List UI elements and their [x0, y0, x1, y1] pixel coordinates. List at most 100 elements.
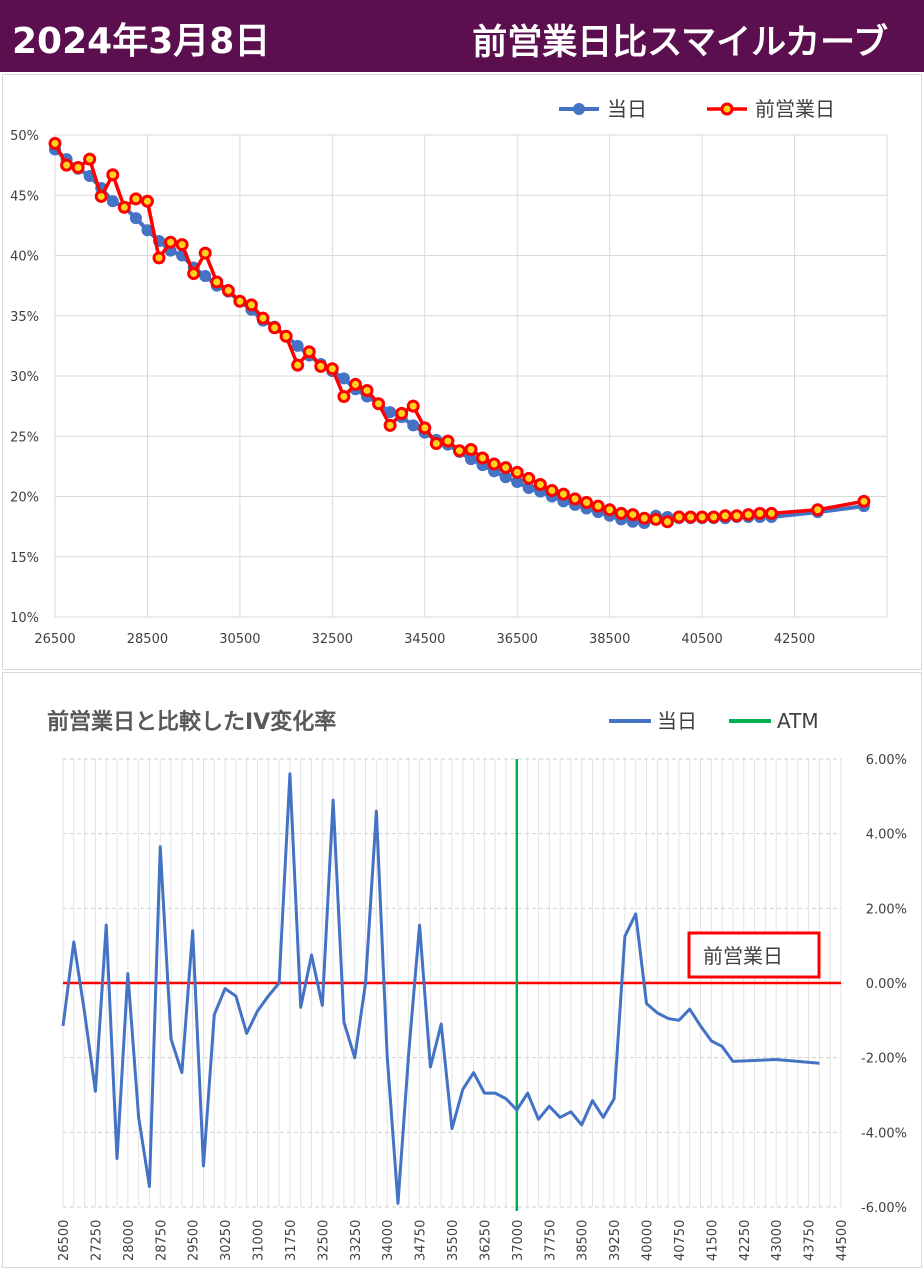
chart1-point-1: [580, 496, 594, 510]
chart2-legend-label: ATM: [777, 709, 819, 733]
chart1-point-1: [603, 503, 617, 517]
chart1-point-1: [244, 298, 258, 312]
chart1-y-tick-label: 15%: [10, 551, 39, 566]
chart1-point-1: [279, 329, 293, 343]
chart1-point-1: [695, 510, 709, 524]
chart1-point-0: [407, 419, 420, 432]
chart1-point-1: [233, 294, 247, 308]
smile-curve-panel: 50% 45% 40% 35% 30% 25% 20% 15% 10% 26500 28500 30…: [2, 74, 922, 670]
header-title: 前営業日比スマイルカーブ: [472, 23, 888, 63]
chart2-x-tick-label: 42250: [738, 1220, 753, 1261]
chart1-point-1: [60, 158, 74, 172]
chart2-x-tick-label: 27250: [89, 1220, 104, 1261]
chart1-x-tick-label: 34500: [404, 632, 445, 647]
chart1-point-1: [452, 444, 466, 458]
iv-change-panel: 前営業日と比較したIV変化率 6.00% 4.00% 2.00% 0.00% -2.00…: [2, 672, 922, 1268]
chart1-point-1: [302, 345, 316, 359]
chart2-x-tick-label: 43750: [803, 1220, 818, 1261]
chart1-point-1: [487, 457, 501, 471]
chart1-point-1: [556, 487, 570, 501]
chart2-series: [61, 772, 820, 1205]
chart1-point-1: [626, 508, 640, 522]
chart1-point-1: [83, 152, 97, 166]
chart2-y-tick-label: 0.00%: [866, 977, 907, 992]
chart1-x-tick-label: 32500: [312, 632, 353, 647]
chart1-point-0: [384, 406, 397, 419]
chart1-point-1: [522, 471, 536, 485]
chart1-x-tick-label: 42500: [774, 632, 815, 647]
chart2-x-tick-label: 30250: [219, 1220, 234, 1261]
chart1-point-1: [395, 406, 409, 420]
chart2-x-tick-label: 28000: [122, 1220, 137, 1261]
chart2-x-tick-label: 43000: [770, 1220, 785, 1261]
iv-change-chart: 前営業日と比較したIV変化率 6.00% 4.00% 2.00% 0.00% -2.00…: [47, 709, 907, 1261]
chart2-x-tick-label: 39250: [608, 1220, 623, 1261]
chart2-y-tick-label: -2.00%: [861, 1052, 907, 1067]
chart1-legend-marker: [573, 103, 585, 115]
chart1-series-line-1: [53, 142, 865, 524]
chart2-baseline-label: 前営業日: [703, 944, 783, 968]
chart1-x-tick-label: 36500: [497, 632, 538, 647]
chart1-point-1: [117, 200, 131, 214]
page-header: 2024年3月8日 前営業日比スマイルカーブ: [0, 0, 924, 72]
chart1-x-tick-label: 30500: [219, 632, 260, 647]
chart2-y-tick-label: -6.00%: [861, 1201, 907, 1216]
chart1-x-tick-label: 26500: [34, 632, 75, 647]
chart2-x-tick-label: 38500: [576, 1220, 591, 1261]
chart2-x-tick-label: 34750: [414, 1220, 429, 1261]
chart1-point-1: [71, 161, 85, 175]
chart1-grid: [54, 134, 888, 618]
chart2-y-tick-label: -4.00%: [861, 1126, 907, 1141]
chart1-point-1: [48, 136, 62, 150]
chart1-point-1: [406, 399, 420, 413]
chart1-point-1: [533, 477, 547, 491]
chart1-point-0: [465, 453, 477, 466]
chart2-baseline-label-box: [687, 931, 821, 979]
chart1-point-0: [129, 212, 142, 225]
chart1-point-1: [811, 503, 825, 517]
chart1-point-1: [314, 359, 328, 373]
chart2-y-tick-label: 2.00%: [866, 902, 907, 917]
chart1-point-1: [499, 461, 513, 475]
chart1-point-1: [94, 189, 108, 203]
chart1-point-1: [175, 238, 189, 252]
chart1-point-1: [256, 311, 270, 325]
chart2-series-line: [61, 772, 820, 1205]
chart1-y-tick-label: 35%: [10, 310, 39, 325]
chart1-point-1: [198, 246, 212, 260]
chart1-point-0: [511, 476, 524, 489]
chart1-point-1: [429, 436, 443, 450]
chart1-point-0: [106, 195, 119, 208]
chart1-point-1: [268, 321, 282, 335]
chart1-point-1: [210, 275, 224, 289]
chart2-x-tick-label: 31000: [252, 1220, 267, 1261]
chart2-x-tick-label: 26500: [57, 1220, 72, 1261]
chart1-x-tick-label: 28500: [127, 632, 168, 647]
chart1-point-1: [187, 267, 201, 281]
chart1-x-tick-label: 38500: [589, 632, 630, 647]
chart1-y-tick-label: 10%: [10, 611, 39, 626]
chart2-x-tick-label: 44500: [835, 1220, 850, 1261]
chart1-series-line-0: [53, 147, 865, 526]
chart1-point-1: [730, 509, 744, 523]
chart1-point-1: [545, 483, 559, 497]
chart1-legend-marker: [720, 102, 734, 116]
chart1-y-axis: 50% 45% 40% 35% 30% 25% 20% 15% 10%: [10, 129, 39, 626]
chart1-point-1: [741, 508, 755, 522]
chart1-point-1: [591, 499, 605, 513]
chart1-legend-label: 当日: [607, 97, 647, 121]
chart1-y-tick-label: 20%: [10, 491, 39, 506]
chart1-point-1: [718, 509, 732, 523]
chart1-y-tick-label: 25%: [10, 430, 39, 445]
chart1-x-tick-label: 40500: [681, 632, 722, 647]
chart1-point-1: [464, 443, 478, 457]
chart1-point-0: [141, 224, 154, 237]
chart1-point-1: [672, 510, 686, 524]
chart2-x-tick-label: 28750: [154, 1220, 169, 1261]
chart1-point-0: [199, 269, 212, 282]
smile-curve-chart: 50% 45% 40% 35% 30% 25% 20% 15% 10% 26500 28500 30…: [10, 97, 888, 647]
chart1-point-1: [684, 510, 698, 524]
chart1-point-1: [337, 389, 351, 403]
chart1-point-1: [325, 362, 339, 376]
chart2-x-tick-label: 34000: [381, 1220, 396, 1261]
